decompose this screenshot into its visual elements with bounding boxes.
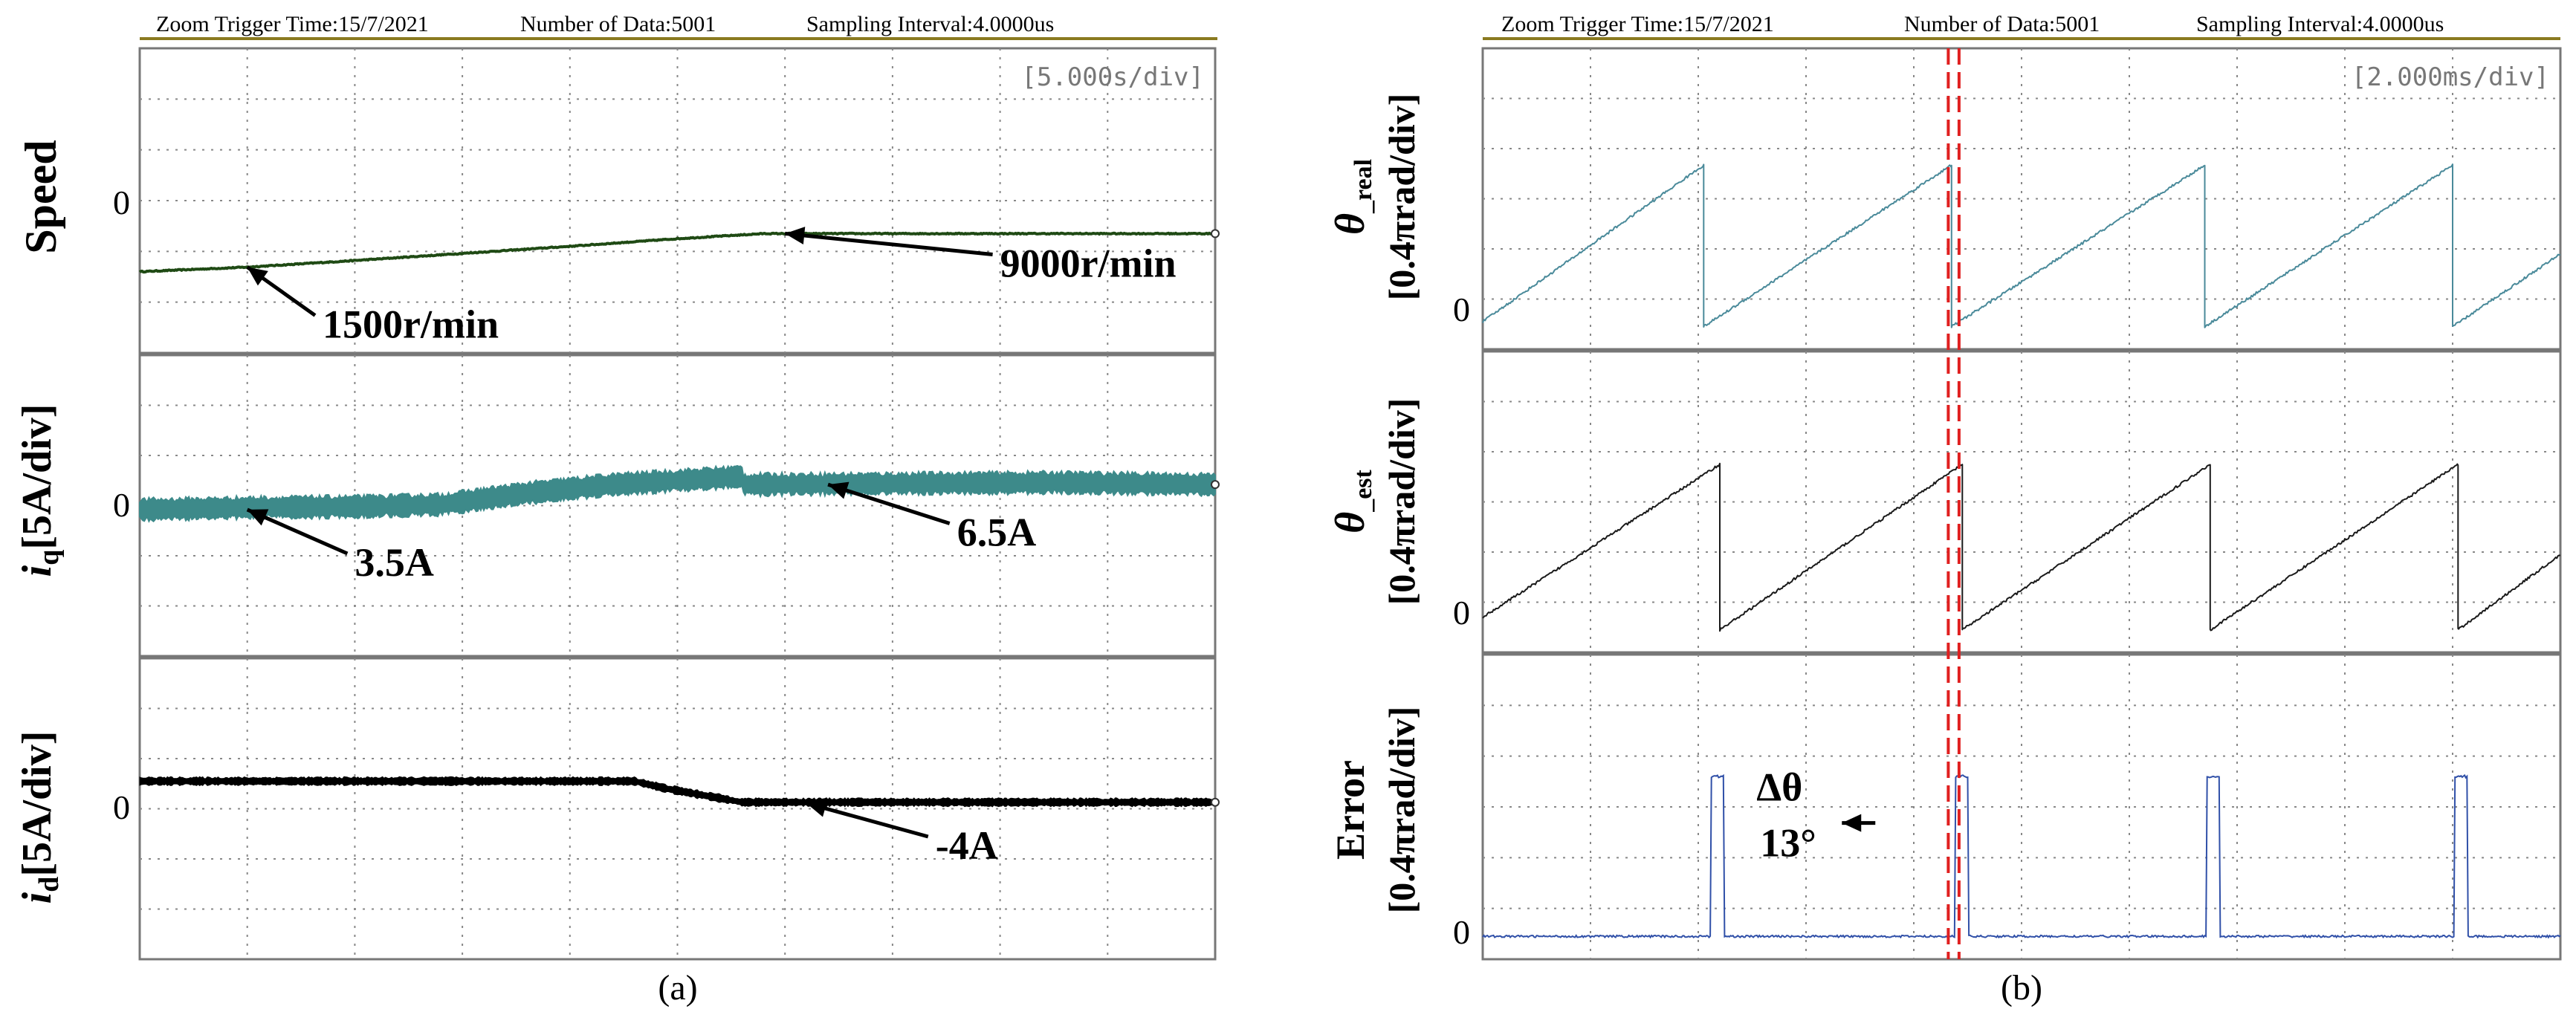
ylabel-theta-est-unit: [0.4πrad/div] [1381, 398, 1423, 606]
annotation-speed-1: 9000r/min [1000, 241, 1177, 286]
header-count-a: Number of Data:5001 [520, 12, 716, 36]
svg-text:θ_est: θ_est [1327, 469, 1377, 533]
ylabel-theta-est-sub: _est [1350, 469, 1377, 512]
arrow-id-0-head [806, 799, 828, 817]
ylabel-speed: Speed [16, 140, 65, 253]
timebase-a: [5.000s/div] [1021, 62, 1204, 92]
arrow-iq-0-head [247, 509, 269, 526]
annotation-delta-value: 13° [1760, 821, 1816, 866]
ylabel-iq-rest: [5A/div] [14, 404, 60, 550]
trace-speed [138, 231, 1216, 274]
arrow-iq-1-shaft [827, 482, 951, 525]
annotation-id-0: -4A [936, 823, 998, 868]
ylabel-iq: iq[5A/div] [14, 404, 65, 577]
header-bar-b [1483, 37, 2560, 40]
ylabel-id-sub: d [33, 877, 65, 892]
end-marker-iq [1211, 480, 1220, 490]
trace-theta_real [1482, 163, 2561, 328]
arrow-speed-1-head [785, 227, 806, 244]
ylabel-iq-sub: q [33, 550, 65, 565]
zero-label-speed: 0 [113, 184, 130, 221]
ylabel-id-rest: [5A/div] [14, 731, 60, 877]
arrow-id-0-shaft [806, 801, 929, 839]
svg-text:θ_real: θ_real [1327, 159, 1377, 235]
arrow-iq-1-head [828, 481, 850, 499]
header-trigger-a: Zoom Trigger Time:15/7/2021 [156, 12, 429, 36]
annotation-iq-1: 6.5A [957, 510, 1037, 555]
zero-label-theta-est: 0 [1453, 594, 1470, 632]
traces-a [138, 229, 1220, 808]
annotation-delta-theta: Δθ [1756, 765, 1802, 810]
ylabel-theta-est: θ_est [0.4πrad/div] [1327, 398, 1423, 606]
ylabel-theta-real-main: θ [1327, 213, 1373, 235]
annotations-b: Δθ 13° [1756, 765, 1876, 866]
ylabel-error-main: Error [1328, 760, 1373, 860]
ylabel-id: id[5A/div] [14, 731, 65, 904]
header-interval-a: Sampling Interval:4.0000us [806, 12, 1054, 36]
ylabel-error: Error [0.4πrad/div] [1328, 707, 1423, 914]
header-interval-b: Sampling Interval:4.0000us [2196, 12, 2444, 36]
traces-b [1482, 163, 2561, 939]
annotation-speed-0: 1500r/min [323, 302, 499, 347]
ylabel-theta-real-sub: _real [1350, 159, 1377, 214]
caption-a: (a) [658, 968, 697, 1008]
markers-b [1946, 48, 1961, 959]
ylabel-theta-real: θ_real [0.4πrad/div] [1327, 94, 1423, 301]
ylabel-theta-real-unit: [0.4πrad/div] [1381, 94, 1423, 301]
header-trigger-b: Zoom Trigger Time:15/7/2021 [1501, 12, 1774, 36]
zero-label-iq: 0 [113, 486, 130, 524]
figure-b: Zoom Trigger Time:15/7/2021 Number of Da… [1327, 12, 2562, 1008]
trace-theta_est [1482, 462, 2561, 632]
ylabel-id-main: i [14, 892, 60, 903]
trace-iq [139, 464, 1216, 523]
header-count-b: Number of Data:5001 [1904, 12, 2100, 36]
arrow-delta-head [1842, 814, 1862, 832]
zero-label-id: 0 [113, 788, 130, 826]
figure-a: Zoom Trigger Time:15/7/2021 Number of Da… [14, 12, 1220, 1008]
trace-error [1482, 773, 2561, 939]
zero-label-theta-real: 0 [1453, 291, 1470, 328]
annotation-iq-0: 3.5A [355, 540, 434, 585]
arrow-speed-1-shaft [784, 231, 993, 256]
arrow-speed-0-head [247, 267, 268, 286]
header-bar-a [140, 37, 1217, 40]
timebase-b: [2.000ms/div] [2352, 62, 2549, 92]
annotations-a: 1500r/min 9000r/min 3.5A 6.5A -4A [246, 227, 1177, 868]
zero-label-error: 0 [1453, 913, 1470, 951]
grid-b [1483, 48, 2560, 959]
ylabel-iq-main: i [14, 565, 60, 577]
ylabel-theta-est-main: θ [1327, 512, 1373, 533]
end-marker-speed [1211, 229, 1220, 239]
ylabel-error-unit: [0.4πrad/div] [1381, 707, 1423, 914]
caption-b: (b) [2001, 968, 2042, 1008]
end-marker-id [1211, 797, 1220, 807]
